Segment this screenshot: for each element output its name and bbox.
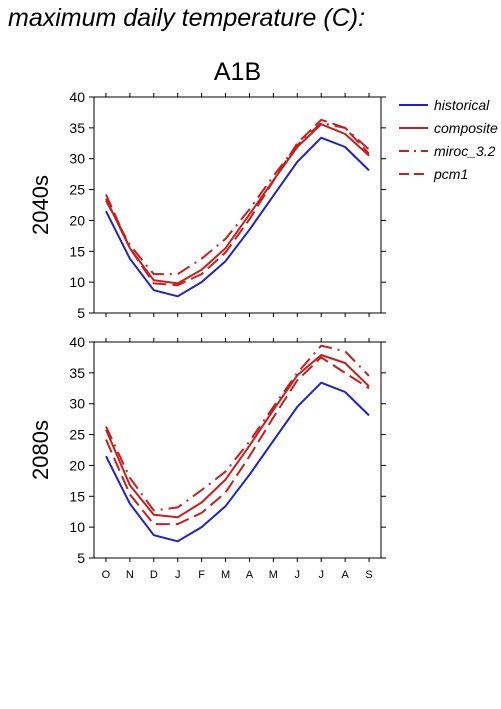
x-tick-label: N	[126, 569, 134, 581]
legend-label-historical: historical	[434, 97, 490, 113]
x-tick-label: S	[365, 569, 372, 581]
legend-label-pcm1: pcm1	[433, 166, 468, 182]
x-tick-label: J	[175, 569, 181, 581]
y-axis-label: 2080s	[28, 420, 53, 480]
x-tick-label: J	[295, 569, 301, 581]
series-line-historical	[105, 381, 370, 543]
x-tick-label: F	[198, 569, 205, 581]
page-title: maximum daily temperature (C):	[8, 4, 366, 32]
x-tick-label: M	[269, 569, 278, 581]
series-line-composite	[105, 354, 370, 519]
y-tick-label: 10	[69, 274, 85, 290]
y-tick-label: 10	[69, 519, 85, 535]
y-tick-label: 20	[69, 212, 85, 228]
series-line-pcm1	[105, 356, 370, 526]
y-tick-label: 40	[69, 334, 85, 350]
plot-frame	[93, 341, 382, 559]
x-tick-label: M	[221, 569, 230, 581]
y-tick-label: 5	[77, 550, 85, 566]
y-tick-label: 30	[69, 151, 85, 167]
y-tick-label: 35	[69, 120, 85, 136]
panel-2080s	[89, 338, 386, 562]
y-tick-label: 25	[69, 182, 85, 198]
panel-2040s	[89, 93, 386, 317]
x-tick-label: A	[341, 569, 349, 581]
y-tick-label: 15	[69, 488, 85, 504]
plot-frame	[93, 96, 382, 314]
series-line-historical	[105, 136, 370, 298]
x-tick-label: D	[150, 569, 158, 581]
y-tick-label: 40	[69, 89, 85, 105]
y-tick-label: 15	[69, 243, 85, 259]
y-tick-label: 20	[69, 457, 85, 473]
x-tick-label: O	[102, 569, 111, 581]
legend-label-miroc_3.2: miroc_3.2	[434, 143, 496, 159]
x-tick-label: A	[246, 569, 254, 581]
y-tick-label: 35	[69, 365, 85, 381]
series-line-miroc_3.2	[105, 121, 370, 276]
chart-title: A1B	[214, 58, 261, 86]
series-line-miroc_3.2	[105, 344, 370, 512]
x-tick-label: J	[318, 569, 324, 581]
series-line-composite	[105, 123, 370, 285]
y-tick-label: 25	[69, 427, 85, 443]
legend-label-composite: composite	[434, 120, 498, 136]
y-axis-label: 2040s	[28, 175, 53, 235]
series-line-pcm1	[105, 118, 370, 287]
y-tick-label: 30	[69, 396, 85, 412]
y-tick-label: 5	[77, 305, 85, 321]
